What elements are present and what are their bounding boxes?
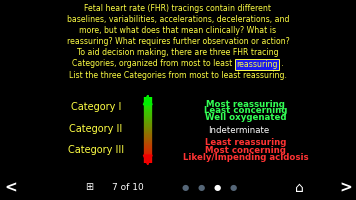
Text: Least concerning: Least concerning — [204, 106, 287, 115]
Text: ●: ● — [214, 183, 221, 192]
Text: reassuring? What requires further observation or action?: reassuring? What requires further observ… — [67, 37, 289, 46]
Text: Categories, organized from most to least  reassuring .: Categories, organized from most to least… — [72, 60, 284, 68]
Text: baselines, variabilities, accelerations, decelerations, and: baselines, variabilities, accelerations,… — [67, 15, 289, 24]
Text: Indeterminate: Indeterminate — [208, 126, 269, 135]
Text: <: < — [4, 180, 17, 195]
Text: Category II: Category II — [69, 124, 123, 134]
Text: Likely/Impending acidosis: Likely/Impending acidosis — [183, 153, 308, 162]
Text: ⊞: ⊞ — [85, 182, 93, 192]
Text: To aid decision making, there are three FHR tracing: To aid decision making, there are three … — [77, 48, 279, 57]
Text: ●: ● — [230, 183, 237, 192]
Text: ⌂: ⌂ — [295, 180, 303, 194]
Text: reassuring: reassuring — [236, 60, 278, 69]
Text: more, but what does that mean clinically? What is: more, but what does that mean clinically… — [79, 26, 277, 35]
Text: Category I: Category I — [71, 102, 121, 112]
Text: Most concerning: Most concerning — [205, 146, 286, 155]
Text: Most reassuring: Most reassuring — [206, 100, 285, 109]
Text: Category III: Category III — [68, 145, 124, 155]
Text: List the three Categories from most to least reassuring.: List the three Categories from most to l… — [69, 71, 287, 80]
Text: ●: ● — [182, 183, 189, 192]
Text: Least reassuring: Least reassuring — [205, 138, 286, 147]
Text: To aid decision making, there are ̲t̲h̲r̲e̲e FHR tracing: To aid decision making, there are ̲t̲h̲r… — [77, 48, 279, 57]
Text: Fetal heart rate (FHR) tracings contain different: Fetal heart rate (FHR) tracings contain … — [84, 4, 272, 13]
Text: 7 of 10: 7 of 10 — [112, 183, 144, 192]
Text: Well oxygenated: Well oxygenated — [205, 113, 286, 122]
Text: ●: ● — [198, 183, 205, 192]
Text: >: > — [339, 180, 352, 195]
